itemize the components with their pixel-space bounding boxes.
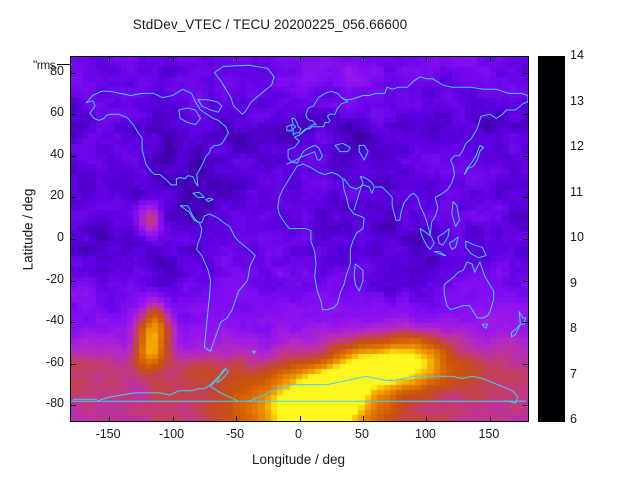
x-tick-top-0 [109,57,111,62]
colorbar-tick-right-1 [559,375,564,377]
page-title: StdDev_VTEC / TECU 20200225_056.66600 [132,17,408,32]
y-tick-right-4 [523,239,528,240]
y-tick-label-1: -60 [45,354,64,369]
y-tick-right-8 [523,72,528,74]
y-tick-7 [71,114,76,116]
colorbar-tick-right-2 [559,330,564,331]
x-tick-3 [299,416,301,421]
y-tick-3 [71,280,76,282]
x-tick-0 [109,416,111,421]
colorbar-label-5: 11 [570,184,583,199]
y-tick-6 [71,155,76,157]
colorbar-tick-right-4 [559,239,564,240]
y-tick-right-5 [523,197,528,199]
x-tick-4 [362,416,364,421]
x-tick-label-2: -50 [225,427,245,441]
colorbar-tick-right-5 [559,193,564,195]
x-tick-label-6: 150 [478,427,500,441]
y-tick-right-7 [523,114,528,116]
x-axis-label: Longitude / deg [251,452,346,467]
colorbar-tick-right-7 [559,102,564,104]
y-tick-right-1 [523,363,528,365]
y-tick-4 [71,239,76,240]
colorbar-label-0: 6 [570,412,577,426]
x-tick-2 [236,416,238,421]
x-tick-6 [489,416,491,421]
y-tick-1 [71,363,76,365]
x-tick-5 [426,416,428,421]
x-tick-top-1 [172,57,174,62]
colorbar-tick-left-1 [539,375,544,377]
colorbar-tick-left-5 [539,193,544,195]
x-tick-top-3 [299,57,301,62]
colorbar-label-8: 14 [570,48,584,62]
y-axis-label: Latitude / deg [20,188,36,271]
y-tick-label-6: 40 [50,146,64,161]
colorbar-label-1: 7 [570,366,577,381]
colorbar-label-6: 12 [570,139,584,153]
y-tick-5 [71,197,76,199]
colorbar [538,56,565,422]
y-tick-right-6 [523,155,528,157]
y-tick-2 [71,322,76,324]
y-tick-right-2 [523,322,528,324]
colorbar-tick-right-6 [559,148,564,149]
y-tick-label-2: -40 [45,313,64,328]
x-tick-label-0: -150 [95,427,121,441]
y-tick-right-3 [523,280,528,282]
colorbar-label-4: 10 [570,230,584,244]
colorbar-tick-left-4 [539,239,544,240]
y-tick-label-0: -80 [45,396,64,411]
colorbar-tick-left-3 [539,284,544,286]
colorbar-tick-left-2 [539,330,544,331]
y-tick-label-4: 0 [57,230,64,244]
x-tick-label-5: 100 [415,427,436,441]
colorbar-tick-right-3 [559,284,564,286]
colorbar-label-2: 8 [570,321,577,335]
x-tick-top-5 [426,57,428,62]
x-tick-top-4 [362,57,364,62]
x-tick-1 [172,416,174,421]
y-tick-label-3: -20 [45,271,64,286]
heatmap-plot-area [70,56,529,422]
stray-underscore-mark [57,64,71,65]
colorbar-label-3: 9 [570,275,577,290]
x-tick-label-3: 0 [295,427,302,441]
x-tick-label-1: -100 [159,427,185,441]
x-tick-top-2 [236,57,238,62]
y-tick-right-0 [523,405,528,407]
colorbar-label-7: 13 [570,93,584,108]
y-tick-label-7: 60 [50,105,64,120]
colorbar-tick-left-6 [539,148,544,149]
y-tick-label-8: 80 [50,63,64,78]
colorbar-tick-left-7 [539,102,544,104]
y-tick-0 [71,405,76,407]
vtec-heatmap [71,57,528,421]
x-tick-label-4: 50 [355,427,369,441]
y-tick-label-5: 20 [50,188,64,203]
y-tick-8 [71,72,76,74]
stray-rms-label: "rms [33,58,56,72]
x-tick-top-6 [489,57,491,62]
